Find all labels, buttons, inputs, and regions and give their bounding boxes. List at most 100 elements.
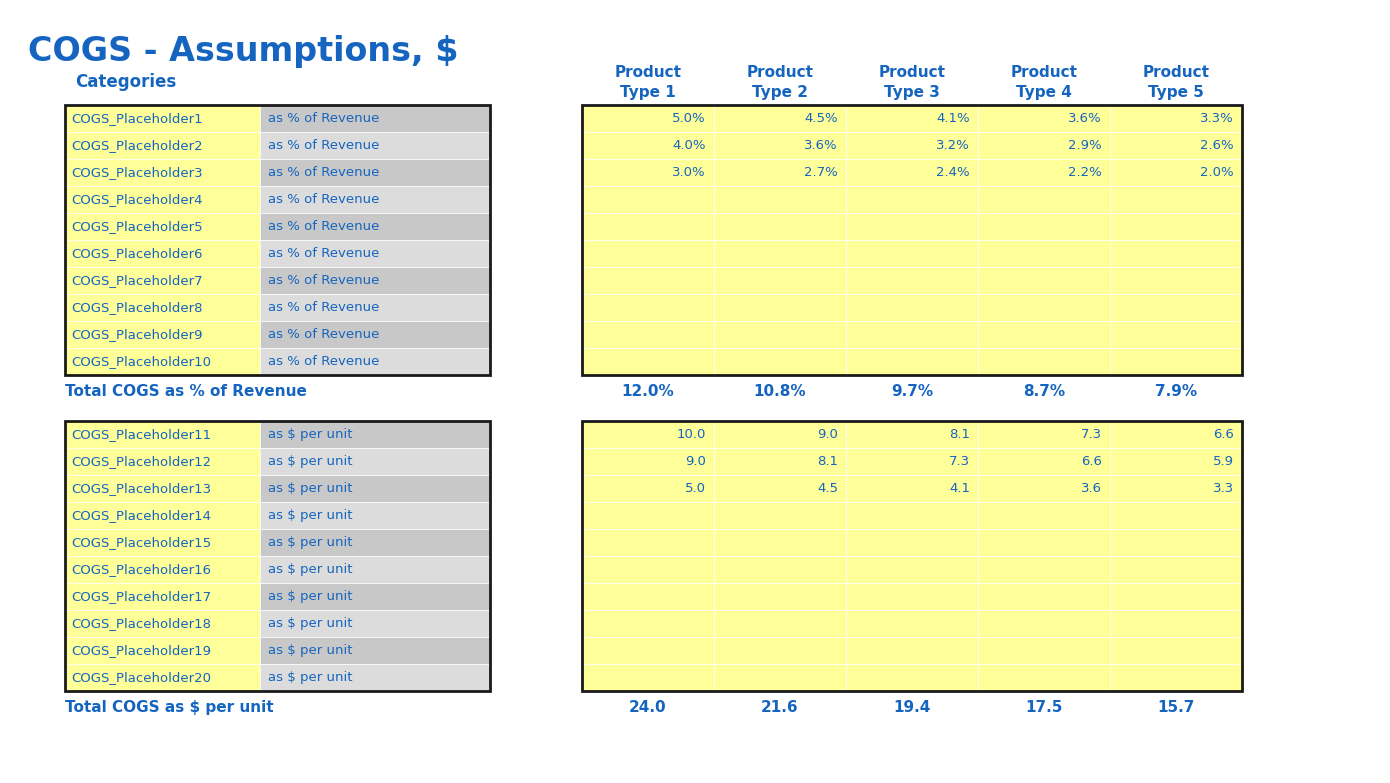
Text: COGS_Placeholder19: COGS_Placeholder19 xyxy=(71,644,211,657)
Bar xyxy=(65,556,260,583)
Text: 6.6: 6.6 xyxy=(1213,428,1234,441)
Bar xyxy=(260,448,491,475)
Bar xyxy=(847,610,979,637)
Bar xyxy=(582,421,1243,691)
Bar xyxy=(582,475,714,502)
Bar xyxy=(714,186,847,213)
Text: as % of Revenue: as % of Revenue xyxy=(268,220,379,233)
Bar xyxy=(714,637,847,664)
Text: COGS_Placeholder10: COGS_Placeholder10 xyxy=(71,355,211,368)
Text: Categories: Categories xyxy=(75,73,177,91)
Bar xyxy=(714,502,847,529)
Bar xyxy=(1111,105,1243,132)
Bar xyxy=(582,186,714,213)
Bar xyxy=(582,556,714,583)
Bar xyxy=(65,529,260,556)
Bar xyxy=(65,105,260,132)
Text: COGS_Placeholder15: COGS_Placeholder15 xyxy=(71,536,211,549)
Text: COGS_Placeholder13: COGS_Placeholder13 xyxy=(71,482,211,495)
Bar xyxy=(714,556,847,583)
Bar xyxy=(65,294,260,321)
Bar xyxy=(1111,529,1243,556)
Bar xyxy=(260,610,491,637)
Bar xyxy=(65,267,260,294)
Text: 3.6%: 3.6% xyxy=(1069,112,1102,125)
Bar xyxy=(582,502,714,529)
Bar xyxy=(1111,132,1243,159)
Text: as $ per unit: as $ per unit xyxy=(268,644,353,657)
Text: 7.3: 7.3 xyxy=(1081,428,1102,441)
Bar xyxy=(847,159,979,186)
Bar xyxy=(582,294,714,321)
Bar xyxy=(582,583,714,610)
Bar xyxy=(979,294,1111,321)
Bar xyxy=(65,348,260,375)
Text: 3.3%: 3.3% xyxy=(1200,112,1234,125)
Bar xyxy=(260,267,491,294)
Text: 9.0: 9.0 xyxy=(817,428,838,441)
Bar xyxy=(1111,610,1243,637)
Text: as % of Revenue: as % of Revenue xyxy=(268,166,379,179)
Text: COGS_Placeholder9: COGS_Placeholder9 xyxy=(71,328,203,341)
Bar xyxy=(582,105,714,132)
Text: 3.0%: 3.0% xyxy=(673,166,706,179)
Bar xyxy=(979,583,1111,610)
Bar xyxy=(1111,321,1243,348)
Text: COGS_Placeholder3: COGS_Placeholder3 xyxy=(71,166,203,179)
Text: 3.2%: 3.2% xyxy=(937,139,970,152)
Text: as $ per unit: as $ per unit xyxy=(268,428,353,441)
Text: 9.7%: 9.7% xyxy=(891,384,933,399)
Bar xyxy=(1111,637,1243,664)
Text: 7.9%: 7.9% xyxy=(1155,384,1197,399)
Text: as $ per unit: as $ per unit xyxy=(268,536,353,549)
Bar xyxy=(582,529,714,556)
Text: 4.1%: 4.1% xyxy=(937,112,970,125)
Text: as % of Revenue: as % of Revenue xyxy=(268,301,379,314)
Bar xyxy=(65,132,260,159)
Text: COGS_Placeholder6: COGS_Placeholder6 xyxy=(71,247,203,260)
Text: COGS_Placeholder14: COGS_Placeholder14 xyxy=(71,509,211,522)
Bar xyxy=(260,186,491,213)
Text: 5.0: 5.0 xyxy=(685,482,706,495)
Text: COGS_Placeholder2: COGS_Placeholder2 xyxy=(71,139,203,152)
Text: Total COGS as % of Revenue: Total COGS as % of Revenue xyxy=(65,384,307,399)
Bar xyxy=(714,240,847,267)
Bar xyxy=(582,267,714,294)
Bar xyxy=(1111,348,1243,375)
Text: 10.8%: 10.8% xyxy=(753,384,806,399)
Text: as % of Revenue: as % of Revenue xyxy=(268,112,379,125)
Bar xyxy=(979,448,1111,475)
Bar xyxy=(979,240,1111,267)
Bar xyxy=(847,475,979,502)
Bar xyxy=(1111,664,1243,691)
Text: as $ per unit: as $ per unit xyxy=(268,455,353,468)
Text: COGS_Placeholder11: COGS_Placeholder11 xyxy=(71,428,211,441)
Text: 4.5: 4.5 xyxy=(817,482,838,495)
Text: as % of Revenue: as % of Revenue xyxy=(268,247,379,260)
Bar xyxy=(65,213,260,240)
Bar xyxy=(979,610,1111,637)
Bar xyxy=(1111,294,1243,321)
Text: Product
Type 1: Product Type 1 xyxy=(614,65,681,99)
Bar xyxy=(65,583,260,610)
Bar xyxy=(847,502,979,529)
Text: Product
Type 5: Product Type 5 xyxy=(1143,65,1209,99)
Bar xyxy=(582,421,714,448)
Bar xyxy=(1111,448,1243,475)
Text: Product
Type 4: Product Type 4 xyxy=(1011,65,1077,99)
Bar xyxy=(1111,186,1243,213)
Bar xyxy=(582,664,714,691)
Bar xyxy=(260,132,491,159)
Bar xyxy=(260,664,491,691)
Bar xyxy=(979,348,1111,375)
Text: 21.6: 21.6 xyxy=(762,700,799,715)
Bar xyxy=(65,321,260,348)
Bar xyxy=(65,105,491,375)
Bar xyxy=(847,583,979,610)
Text: 8.1: 8.1 xyxy=(949,428,970,441)
Bar xyxy=(979,637,1111,664)
Bar xyxy=(714,132,847,159)
Bar xyxy=(847,556,979,583)
Text: Product
Type 2: Product Type 2 xyxy=(746,65,813,99)
Bar xyxy=(714,105,847,132)
